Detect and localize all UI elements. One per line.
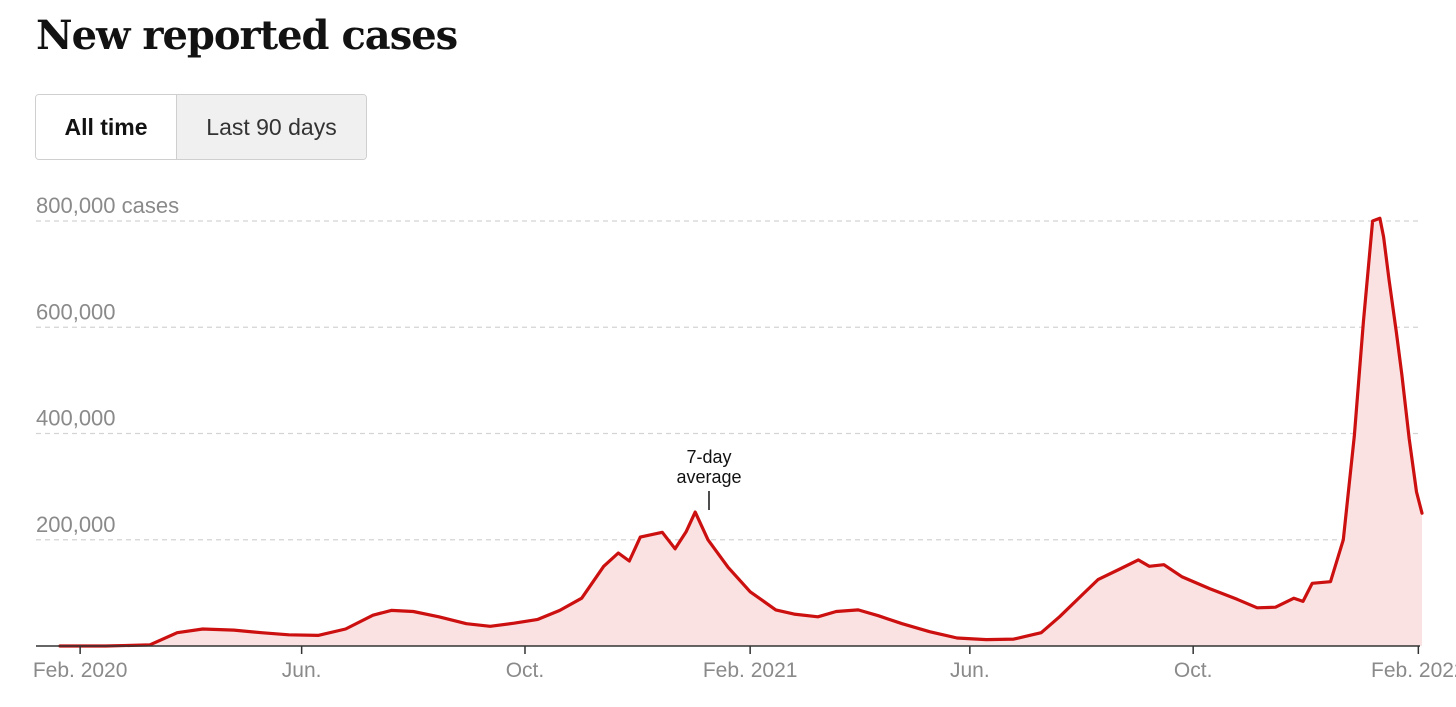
annotation: 7-day average [676, 447, 742, 510]
x-tick-label: Feb. 2020 [33, 659, 128, 682]
x-axis-labels: Feb. 2020 Jun. Oct. Feb. 2021 Jun. Oct. Feb. 2… [33, 659, 1456, 682]
y-tick-label: 400,000 [36, 406, 116, 431]
annotation-line1: 7-day [686, 447, 731, 467]
all-time-button[interactable]: All time [36, 95, 176, 159]
grid-lines [36, 220, 1420, 541]
last-90-days-button[interactable]: Last 90 days [176, 95, 366, 159]
x-axis [36, 645, 1420, 654]
x-tick-label: Oct. [1174, 659, 1213, 682]
x-tick-label: Jun. [950, 659, 990, 682]
y-axis-labels: 800,000 cases 600,000 400,000 200,000 [36, 193, 179, 537]
y-tick-label: 600,000 [36, 299, 116, 324]
x-tick-label: Oct. [506, 659, 545, 682]
time-range-toggle: All time Last 90 days [35, 94, 367, 160]
y-tick-label: 200,000 [36, 512, 116, 537]
annotation-line2: average [676, 467, 741, 487]
x-tick-label: Feb. 2021 [703, 659, 798, 682]
y-tick-label: 800,000 cases [36, 193, 179, 218]
series-line [58, 216, 1424, 648]
x-tick-label: Feb. 2022 [1371, 659, 1456, 682]
series-line-path [58, 216, 1424, 648]
page-title: New reported cases [36, 12, 458, 59]
x-tick-label: Jun. [282, 659, 322, 682]
